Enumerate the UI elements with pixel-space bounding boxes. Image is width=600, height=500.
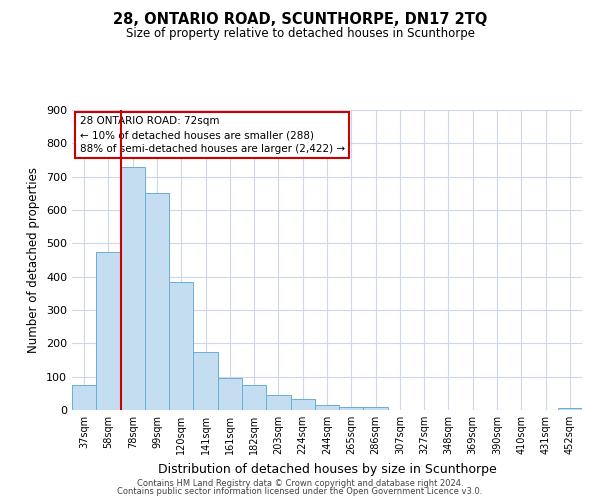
- Bar: [169, 282, 193, 410]
- Bar: [558, 408, 582, 410]
- Text: Contains HM Land Registry data © Crown copyright and database right 2024.: Contains HM Land Registry data © Crown c…: [137, 478, 463, 488]
- Text: 28, ONTARIO ROAD, SCUNTHORPE, DN17 2TQ: 28, ONTARIO ROAD, SCUNTHORPE, DN17 2TQ: [113, 12, 487, 28]
- Bar: [339, 406, 364, 410]
- Bar: [364, 406, 388, 410]
- Text: Contains public sector information licensed under the Open Government Licence v3: Contains public sector information licen…: [118, 487, 482, 496]
- Bar: [242, 386, 266, 410]
- Bar: [96, 252, 121, 410]
- Bar: [315, 405, 339, 410]
- Y-axis label: Number of detached properties: Number of detached properties: [28, 167, 40, 353]
- Bar: [145, 194, 169, 410]
- Bar: [218, 378, 242, 410]
- Bar: [266, 394, 290, 410]
- Text: Size of property relative to detached houses in Scunthorpe: Size of property relative to detached ho…: [125, 28, 475, 40]
- Bar: [290, 400, 315, 410]
- Text: 28 ONTARIO ROAD: 72sqm
← 10% of detached houses are smaller (288)
88% of semi-de: 28 ONTARIO ROAD: 72sqm ← 10% of detached…: [80, 116, 345, 154]
- X-axis label: Distribution of detached houses by size in Scunthorpe: Distribution of detached houses by size …: [158, 462, 496, 475]
- Bar: [193, 352, 218, 410]
- Bar: [121, 166, 145, 410]
- Bar: [72, 385, 96, 410]
